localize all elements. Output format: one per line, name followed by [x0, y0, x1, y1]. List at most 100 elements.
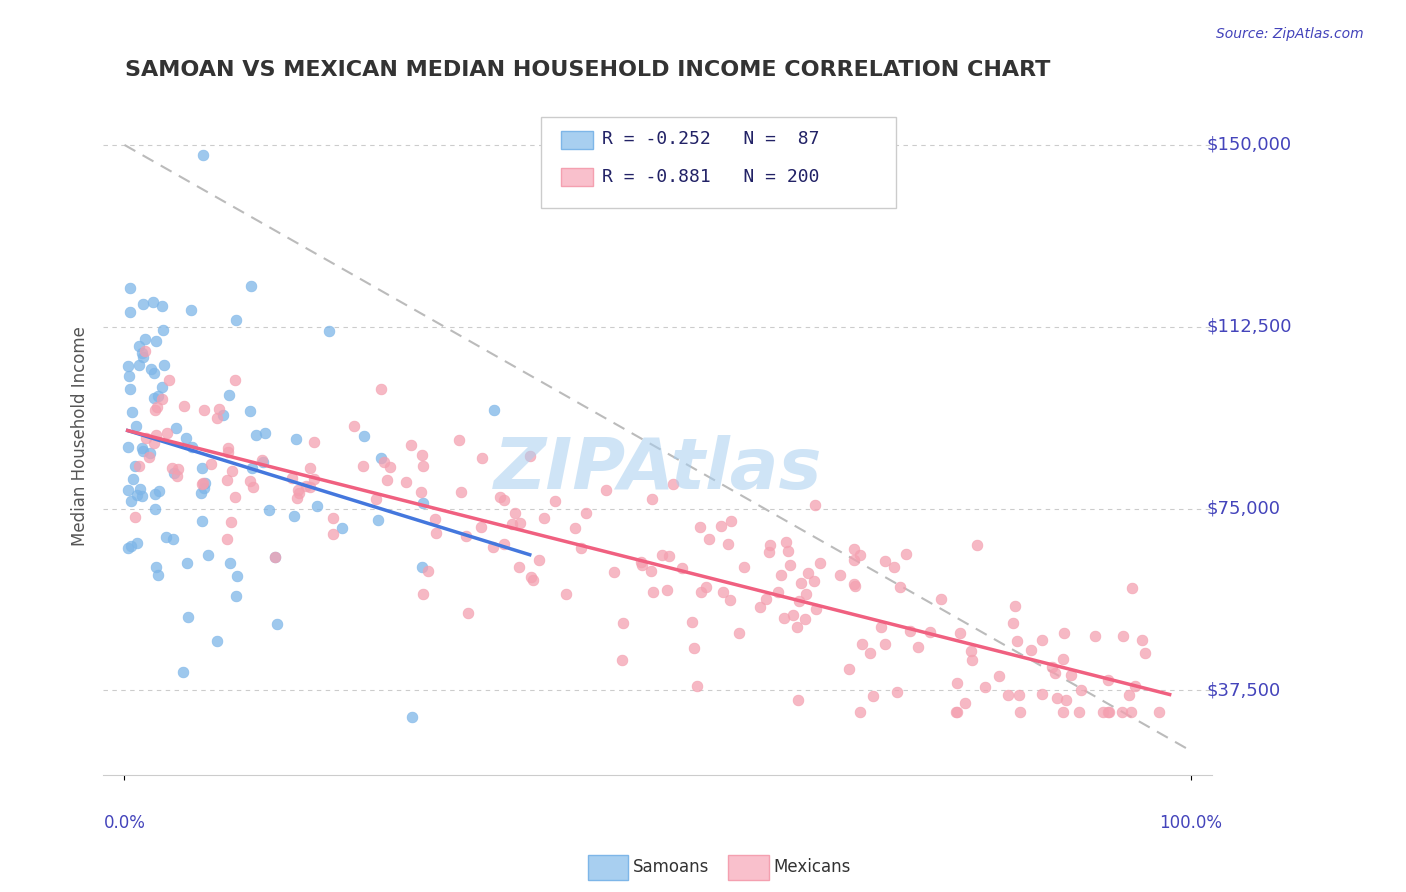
Point: [264, 550, 287, 565]
Point: [960, 644, 983, 658]
Point: [1053, 626, 1076, 640]
Point: [197, 548, 219, 562]
Point: [1118, 688, 1140, 702]
Point: [412, 587, 434, 601]
Point: [949, 625, 972, 640]
Point: [377, 473, 399, 487]
Point: [162, 532, 184, 546]
Point: [1031, 633, 1053, 648]
Point: [457, 606, 479, 620]
Point: [564, 521, 586, 535]
Point: [264, 549, 287, 564]
Point: [575, 506, 598, 520]
Point: [1097, 673, 1119, 688]
Point: [690, 585, 713, 599]
Point: [681, 615, 703, 630]
Point: [180, 302, 202, 317]
Point: [401, 710, 423, 724]
Point: [425, 525, 447, 540]
Point: [412, 459, 434, 474]
Point: [450, 484, 472, 499]
Point: [862, 689, 884, 703]
Point: [193, 475, 215, 490]
Point: [117, 440, 139, 454]
Point: [988, 669, 1011, 683]
Point: [907, 640, 929, 654]
Point: [595, 483, 617, 497]
Point: [370, 450, 392, 465]
Point: [533, 511, 555, 525]
Point: [870, 620, 893, 634]
Point: [779, 558, 801, 573]
Point: [1111, 705, 1133, 719]
Point: [470, 520, 492, 534]
Point: [1040, 660, 1063, 674]
Point: [501, 516, 523, 531]
Point: [240, 460, 263, 475]
Point: [1097, 705, 1119, 719]
Point: [886, 685, 908, 699]
Point: [655, 583, 678, 598]
Text: R = -0.881   N = 200: R = -0.881 N = 200: [602, 168, 820, 186]
Point: [449, 434, 471, 448]
Point: [177, 610, 200, 624]
Point: [786, 693, 808, 707]
Point: [717, 537, 740, 551]
Text: 100.0%: 100.0%: [1160, 814, 1222, 832]
Point: [519, 449, 541, 463]
Point: [1052, 652, 1074, 666]
Point: [370, 382, 392, 396]
Point: [1060, 667, 1083, 681]
Point: [416, 565, 439, 579]
Point: [873, 637, 896, 651]
Point: [150, 392, 173, 406]
Point: [176, 556, 198, 570]
Point: [945, 705, 967, 719]
Point: [287, 483, 309, 497]
Point: [131, 346, 153, 360]
Point: [787, 594, 810, 608]
Point: [120, 382, 142, 396]
Text: Source: ZipAtlas.com: Source: ZipAtlas.com: [1216, 27, 1364, 41]
Point: [281, 471, 304, 485]
Point: [612, 615, 634, 630]
Point: [252, 455, 274, 469]
Point: [492, 493, 515, 508]
Point: [803, 574, 825, 589]
Point: [207, 410, 229, 425]
Text: R = -0.252   N =  87: R = -0.252 N = 87: [602, 129, 820, 147]
Point: [245, 428, 267, 442]
Point: [190, 485, 212, 500]
Point: [172, 665, 194, 680]
Point: [733, 560, 755, 574]
Point: [134, 332, 156, 346]
Point: [1001, 615, 1024, 630]
Point: [298, 460, 321, 475]
Point: [373, 455, 395, 469]
Point: [1119, 705, 1142, 719]
Point: [946, 676, 969, 690]
Point: [974, 680, 997, 694]
Point: [127, 488, 149, 502]
Point: [631, 558, 654, 573]
Point: [1092, 705, 1115, 719]
Point: [755, 592, 778, 607]
Point: [117, 541, 139, 555]
Point: [955, 696, 977, 710]
Point: [1052, 705, 1074, 719]
Point: [1130, 632, 1153, 647]
Point: [239, 475, 262, 489]
Point: [503, 507, 526, 521]
Point: [174, 432, 197, 446]
Point: [718, 593, 741, 607]
Point: [266, 616, 288, 631]
Point: [697, 533, 720, 547]
Text: ZIPAtlas: ZIPAtlas: [494, 435, 823, 504]
Point: [766, 584, 789, 599]
Point: [1069, 705, 1091, 719]
Point: [711, 585, 734, 599]
Text: $75,000: $75,000: [1206, 500, 1281, 517]
Point: [330, 521, 353, 535]
Point: [145, 559, 167, 574]
Point: [148, 483, 170, 498]
